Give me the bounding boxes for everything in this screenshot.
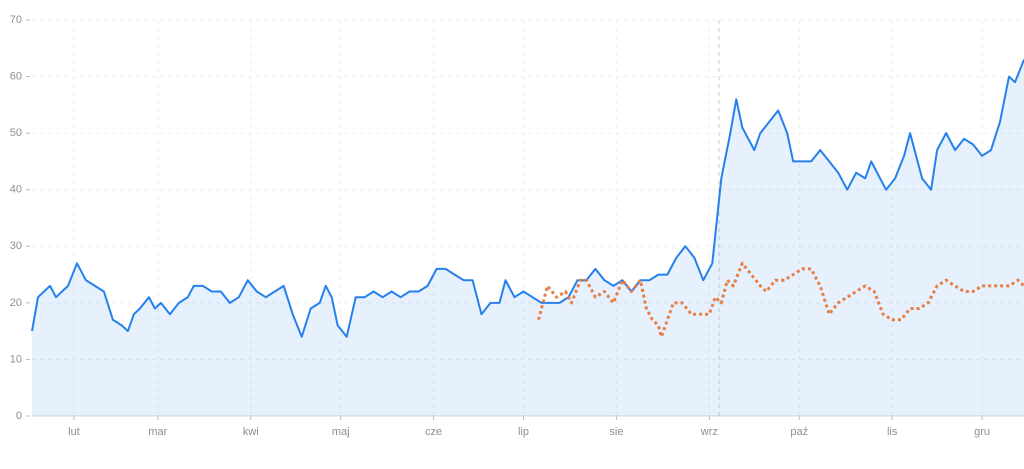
y-tick-label: 50 xyxy=(10,127,22,139)
y-tick-label: 30 xyxy=(10,240,22,252)
y-tick-label: 40 xyxy=(10,184,22,196)
x-tick-label: paź xyxy=(790,426,808,438)
y-tick-label: 20 xyxy=(10,297,22,309)
x-tick-label: lip xyxy=(518,426,529,438)
x-tick-label: gru xyxy=(974,426,990,438)
x-tick-label: lut xyxy=(68,426,80,438)
y-tick-label: 10 xyxy=(10,353,22,365)
series-line xyxy=(31,59,1024,338)
series-line xyxy=(537,261,1024,339)
y-tick-label: 70 xyxy=(10,14,22,26)
x-tick-label: wrz xyxy=(700,426,718,438)
y-tick-label: 60 xyxy=(10,70,22,82)
x-tick-label: sie xyxy=(609,426,623,438)
x-tick-label: kwi xyxy=(243,426,259,438)
area xyxy=(32,59,1024,416)
y-tick-label: 0 xyxy=(16,410,22,422)
x-tick-label: mar xyxy=(148,426,167,438)
x-tick-label: lis xyxy=(887,426,898,438)
x-tick-label: maj xyxy=(332,426,350,438)
x-tick-label: cze xyxy=(425,426,442,438)
